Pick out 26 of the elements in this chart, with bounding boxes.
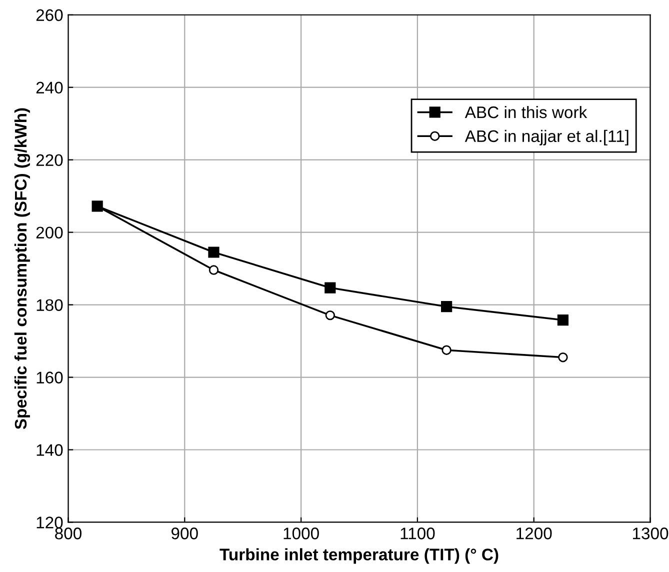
x-tick-label: 1000 bbox=[284, 528, 319, 540]
y-tick-label: 120 bbox=[36, 516, 63, 528]
y-tick-label: 260 bbox=[36, 9, 63, 22]
legend-label: ABC in this work bbox=[464, 106, 588, 118]
y-tick-label: 180 bbox=[36, 299, 63, 311]
x-tick-label: 1100 bbox=[400, 528, 435, 540]
point bbox=[441, 301, 452, 312]
point bbox=[208, 246, 220, 258]
x-tick-label: 1200 bbox=[516, 528, 552, 540]
y-tick-label: 200 bbox=[36, 226, 63, 239]
point bbox=[324, 282, 336, 294]
x-tick-label: 1300 bbox=[633, 528, 668, 540]
y-axis-title: Specific fuel consumption (SFC) (g/kWh) bbox=[14, 108, 30, 430]
legend-label: ABC in najjar et al.[11] bbox=[464, 130, 628, 146]
y-tick-label: 160 bbox=[36, 372, 63, 384]
x-tick-label: 900 bbox=[172, 528, 198, 540]
y-tick-label: 220 bbox=[36, 154, 63, 166]
x-axis-title: Turbine inlet temperature (TIT) (° C) bbox=[220, 548, 498, 564]
point bbox=[325, 310, 336, 320]
point bbox=[442, 345, 452, 355]
y-tick-label: 140 bbox=[36, 444, 63, 456]
point bbox=[558, 352, 568, 362]
y-tick-label: 240 bbox=[36, 82, 63, 94]
point bbox=[208, 265, 219, 275]
x-tick-label: 800 bbox=[55, 528, 82, 540]
point bbox=[557, 314, 569, 326]
